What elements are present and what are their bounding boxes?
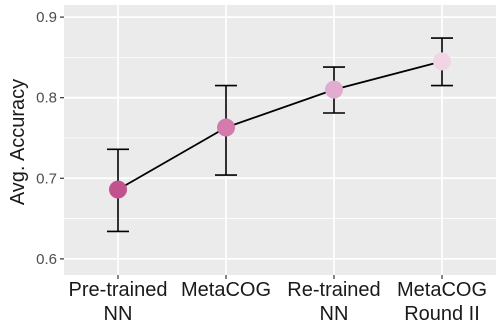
- x-tick-label-line: NN: [104, 303, 133, 325]
- x-tick-label: Pre-trained NN: [69, 279, 168, 325]
- x-tick-label-line: Pre-trained: [69, 279, 168, 301]
- x-tick-label-line: MetaCOG: [397, 279, 487, 301]
- series-polyline: [117, 60, 443, 191]
- plot-panel: [64, 5, 496, 275]
- data-points: [109, 52, 451, 199]
- x-tick-label: MetaCOG Round II: [397, 279, 487, 325]
- x-tick-label-line: MetaCOG: [181, 279, 271, 301]
- y-tick-label: 0.9: [36, 9, 57, 26]
- data-point: [433, 52, 451, 71]
- y-axis-title: Avg. Accuracy: [7, 79, 29, 205]
- y-tick-label: 0.8: [36, 90, 57, 107]
- data-point: [109, 180, 127, 199]
- data-point: [217, 118, 235, 137]
- x-tick-label: Re-trained NN: [287, 279, 380, 325]
- data-point: [325, 80, 343, 99]
- y-tick-label: 0.7: [36, 170, 57, 187]
- y-tick-label: 0.6: [36, 251, 57, 268]
- y-axis-ticks: 0.6 0.7 0.8 0.9: [36, 9, 64, 268]
- x-tick-label-line: Round II: [404, 303, 480, 325]
- x-tick-label: MetaCOG: [181, 279, 271, 301]
- x-tick-label-line: Re-trained: [287, 279, 380, 301]
- series-line: [117, 60, 443, 191]
- x-tick-label-line: NN: [320, 303, 349, 325]
